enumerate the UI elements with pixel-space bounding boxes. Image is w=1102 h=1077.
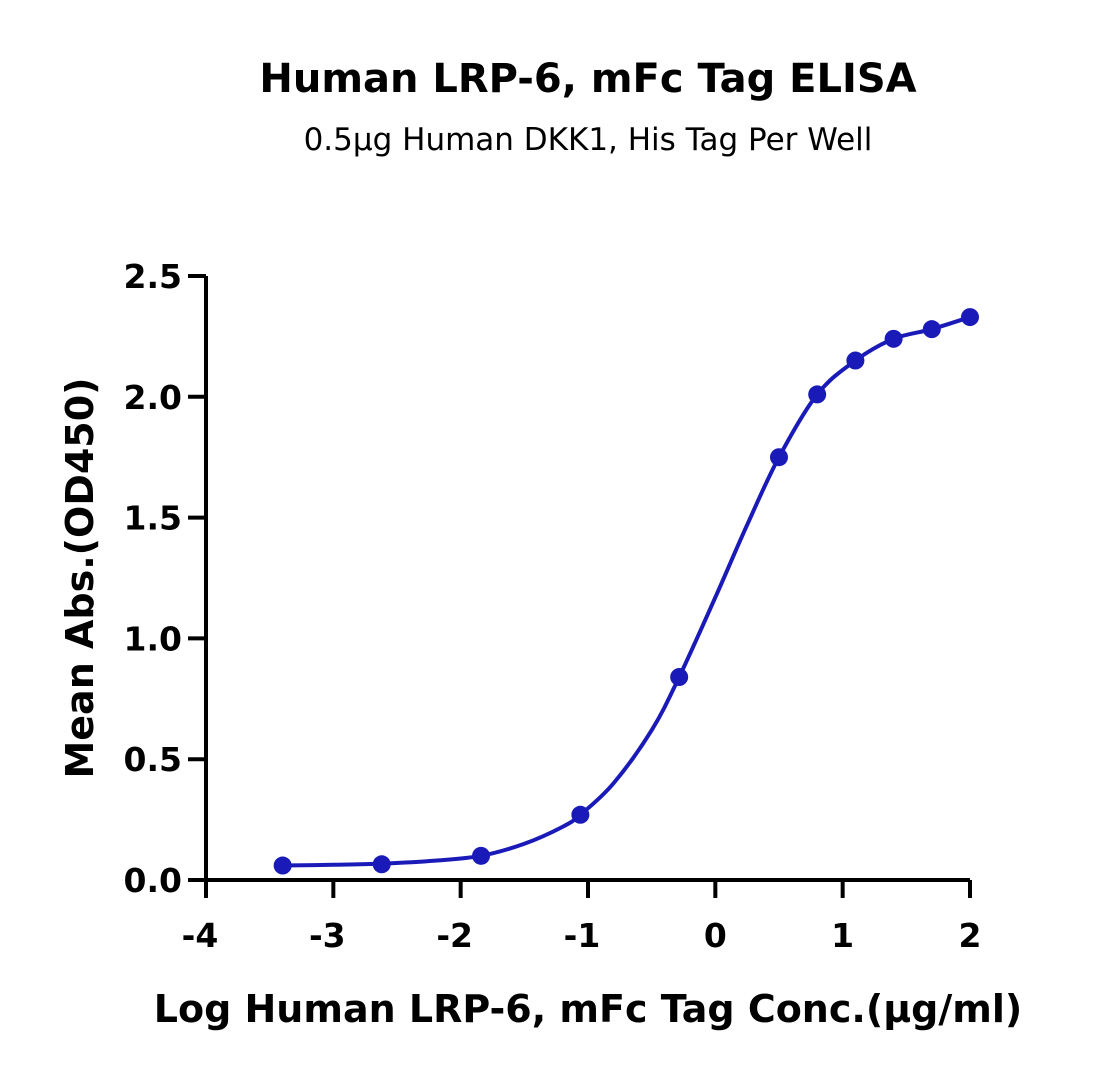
y-axis-ticks: 0.0 0.5 1.0 1.5 2.0 2.5 xyxy=(124,257,206,900)
y-tick-label: 0.5 xyxy=(124,740,182,779)
data-point xyxy=(770,448,788,467)
data-point xyxy=(670,668,689,687)
x-axis-ticks: -4 -3 -2 -1 0 1 2 xyxy=(182,880,982,955)
x-tick-label: -3 xyxy=(309,916,346,955)
data-point xyxy=(846,351,865,370)
data-point xyxy=(922,320,941,339)
x-tick-label: 0 xyxy=(704,916,727,955)
x-tick-label: -4 xyxy=(182,916,219,955)
chart-subtitle: 0.5μg Human DKK1, His Tag Per Well xyxy=(304,122,873,158)
x-axis-label: Log Human LRP-6, mFc Tag Conc.(μg/ml) xyxy=(154,987,1022,1031)
data-point xyxy=(273,856,292,875)
data-point xyxy=(571,805,590,824)
y-tick-label: 0.0 xyxy=(124,861,182,900)
x-tick-label: 2 xyxy=(959,916,982,955)
y-tick-label: 1.5 xyxy=(124,499,182,538)
data-point xyxy=(884,329,903,348)
chart-title: Human LRP-6, mFc Tag ELISA xyxy=(259,56,916,102)
data-points xyxy=(273,308,979,875)
data-point xyxy=(372,855,391,874)
y-axis-label: Mean Abs.(OD450) xyxy=(58,377,102,778)
fitted-curve xyxy=(280,315,972,868)
x-tick-label: 1 xyxy=(831,916,854,955)
y-tick-label: 2.5 xyxy=(124,257,182,296)
y-tick-label: 2.0 xyxy=(124,378,182,417)
x-tick-label: -2 xyxy=(436,916,473,955)
data-point xyxy=(961,308,979,327)
data-point xyxy=(808,385,827,404)
y-tick-label: 1.0 xyxy=(124,619,182,658)
data-point xyxy=(472,846,491,865)
x-tick-label: -1 xyxy=(564,916,601,955)
